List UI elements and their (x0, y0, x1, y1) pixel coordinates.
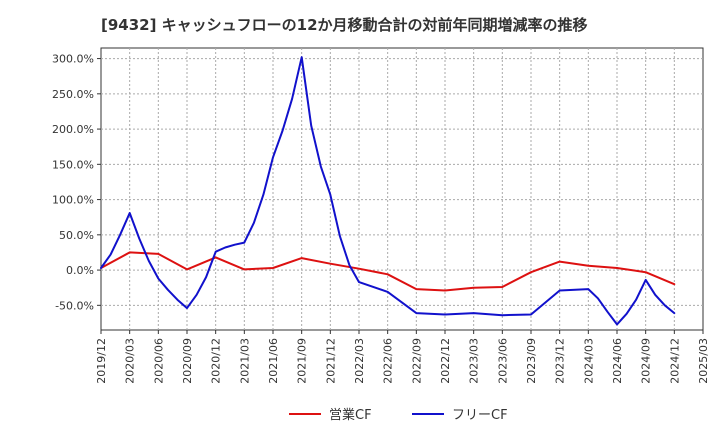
series-line-free-cf (100, 56, 676, 326)
y-axis: -50.0% 0.0% 50.0% 100.0% 150.0% 200.0% 250.0% 3… (52, 53, 101, 312)
x-tick-label: 2024/06 (611, 338, 624, 384)
x-tick-label: 2019/12 (95, 338, 108, 384)
x-tick-label: 2021/09 (296, 338, 309, 384)
plot-area (100, 47, 704, 331)
x-tick-label: 2022/03 (353, 338, 366, 384)
legend: 営業CF フリーCF (289, 407, 508, 423)
y-tick-label: -50.0% (55, 299, 94, 312)
y-tick-label: 50.0% (59, 229, 94, 242)
x-tick-label: 2020/06 (152, 338, 165, 384)
x-tick-label: 2022/06 (382, 338, 395, 384)
x-tick-label: 2023/03 (468, 338, 481, 384)
x-tick-label: 2021/03 (238, 338, 251, 384)
chart-title: [9432] キャッシュフローの12か月移動合計の対前年同期増減率の推移 (101, 16, 588, 34)
x-tick-label: 2023/09 (525, 338, 538, 384)
x-tick-label: 2024/03 (582, 338, 595, 384)
x-tick-label: 2023/06 (496, 338, 509, 384)
x-tick-label: 2022/12 (439, 338, 452, 384)
y-tick-label: 200.0% (52, 123, 94, 136)
y-tick-label: 100.0% (52, 194, 94, 207)
x-tick-label: 2021/12 (324, 338, 337, 384)
x-tick-label: 2024/12 (668, 338, 681, 384)
x-tick-label: 2021/06 (267, 338, 280, 384)
x-tick-label: 2020/03 (124, 338, 137, 384)
y-tick-label: 250.0% (52, 88, 94, 101)
series-layer (100, 56, 676, 326)
x-tick-label: 2022/09 (410, 338, 423, 384)
x-tick-label: 2025/03 (697, 338, 710, 384)
x-axis: 2019/12 2020/03 2020/06 2020/09 2020/12 2021/… (95, 330, 710, 384)
legend-label: 営業CF (329, 407, 372, 423)
y-tick-label: 150.0% (52, 158, 94, 171)
x-tick-label: 2020/09 (181, 338, 194, 384)
legend-label: フリーCF (452, 408, 508, 423)
x-tick-label: 2024/09 (640, 338, 653, 384)
grid-layer (101, 48, 703, 330)
x-tick-label: 2020/12 (210, 338, 223, 384)
y-tick-label: 300.0% (52, 53, 94, 66)
series-line-operating-cf (100, 251, 676, 292)
y-tick-label: 0.0% (66, 264, 94, 277)
x-tick-label: 2023/12 (554, 338, 567, 384)
